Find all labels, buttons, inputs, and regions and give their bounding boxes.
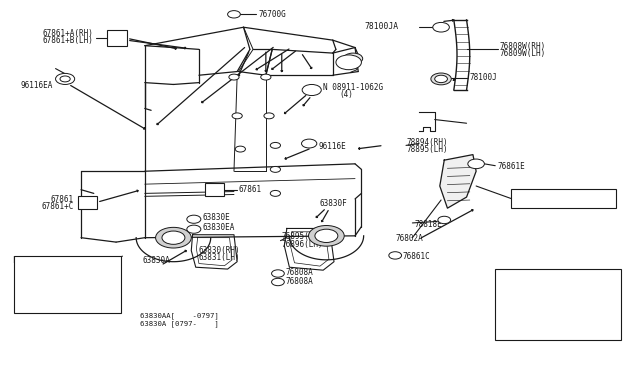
Circle shape	[270, 142, 280, 148]
Bar	[78, 196, 97, 209]
Text: F/OVER FDR: F/OVER FDR	[13, 255, 59, 264]
Bar	[511, 189, 616, 208]
Text: 63830A: 63830A	[143, 256, 171, 266]
Text: 76808A: 76808A	[285, 277, 314, 286]
Text: 63830A [0797-    ]: 63830A [0797- ]	[140, 320, 219, 327]
Circle shape	[56, 73, 75, 84]
Circle shape	[232, 113, 243, 119]
Text: 63830EA: 63830EA	[203, 223, 235, 232]
Circle shape	[344, 53, 363, 64]
Circle shape	[315, 229, 338, 243]
Circle shape	[264, 113, 274, 119]
Text: 63831(LH): 63831(LH)	[20, 285, 59, 292]
Circle shape	[336, 55, 362, 70]
Polygon shape	[440, 155, 476, 208]
Text: 63830(RH): 63830(RH)	[20, 278, 59, 284]
Circle shape	[438, 216, 451, 224]
Bar	[14, 256, 121, 313]
Circle shape	[431, 73, 451, 85]
Text: 76748(RH): 76748(RH)	[514, 190, 556, 199]
Bar	[106, 30, 127, 46]
Circle shape	[156, 227, 191, 248]
Text: 76808A: 76808A	[285, 268, 314, 277]
Text: 67861+B(LH): 67861+B(LH)	[43, 36, 94, 45]
Circle shape	[270, 190, 280, 196]
Text: 78895(LH): 78895(LH)	[406, 145, 447, 154]
Text: 76895(RH): 76895(RH)	[529, 278, 571, 286]
Circle shape	[433, 22, 449, 32]
Text: 76896(LH): 76896(LH)	[529, 286, 571, 295]
Text: 67861+A(RH): 67861+A(RH)	[43, 29, 94, 38]
Circle shape	[435, 75, 447, 83]
Text: 76802A: 76802A	[395, 234, 423, 243]
Circle shape	[162, 231, 185, 244]
Text: 76809W(LH): 76809W(LH)	[500, 49, 546, 58]
Bar	[495, 269, 621, 340]
Text: 76808W(RH): 76808W(RH)	[500, 42, 546, 51]
Text: 78100J: 78100J	[470, 73, 497, 82]
Circle shape	[187, 225, 201, 233]
Text: 63830F: 63830F	[320, 199, 348, 208]
Bar	[205, 183, 225, 196]
Circle shape	[236, 146, 246, 152]
Text: ^767*0 P9: ^767*0 P9	[529, 328, 568, 334]
Text: 76861E: 76861E	[497, 162, 525, 171]
Text: 76700G: 76700G	[258, 10, 286, 19]
Text: 96116E: 96116E	[319, 142, 346, 151]
Text: 63830AA[    -0797]: 63830AA[ -0797]	[140, 312, 219, 318]
Text: 67861+C: 67861+C	[41, 202, 74, 211]
Text: 78894(RH): 78894(RH)	[406, 138, 447, 147]
Circle shape	[60, 76, 70, 82]
Text: 63830(RH): 63830(RH)	[199, 246, 241, 255]
Circle shape	[301, 139, 317, 148]
Circle shape	[302, 84, 321, 96]
Circle shape	[260, 74, 271, 80]
Text: (4): (4)	[339, 90, 353, 99]
Text: 76749(LH): 76749(LH)	[514, 198, 556, 207]
Circle shape	[271, 270, 284, 277]
Circle shape	[271, 278, 284, 286]
Text: F/OVERFDR: F/OVERFDR	[529, 317, 571, 326]
Circle shape	[389, 252, 401, 259]
Circle shape	[229, 74, 239, 80]
Circle shape	[270, 166, 280, 172]
Text: 96116EA: 96116EA	[20, 81, 53, 90]
Text: 67861: 67861	[239, 185, 262, 194]
Text: 76861C: 76861C	[403, 251, 431, 261]
Text: 63831(LH): 63831(LH)	[199, 253, 241, 263]
Circle shape	[308, 225, 344, 246]
Text: 63830E: 63830E	[203, 213, 230, 222]
Circle shape	[468, 159, 484, 169]
Text: 78818E: 78818E	[414, 220, 442, 229]
Text: N 08911-1062G: N 08911-1062G	[323, 83, 383, 92]
Text: 76896(LH): 76896(LH)	[282, 240, 323, 249]
Circle shape	[187, 215, 201, 223]
Text: 76895(RH): 76895(RH)	[282, 232, 323, 241]
Text: 67861: 67861	[51, 195, 74, 204]
Text: 78100JA: 78100JA	[365, 22, 399, 31]
Circle shape	[228, 11, 241, 18]
